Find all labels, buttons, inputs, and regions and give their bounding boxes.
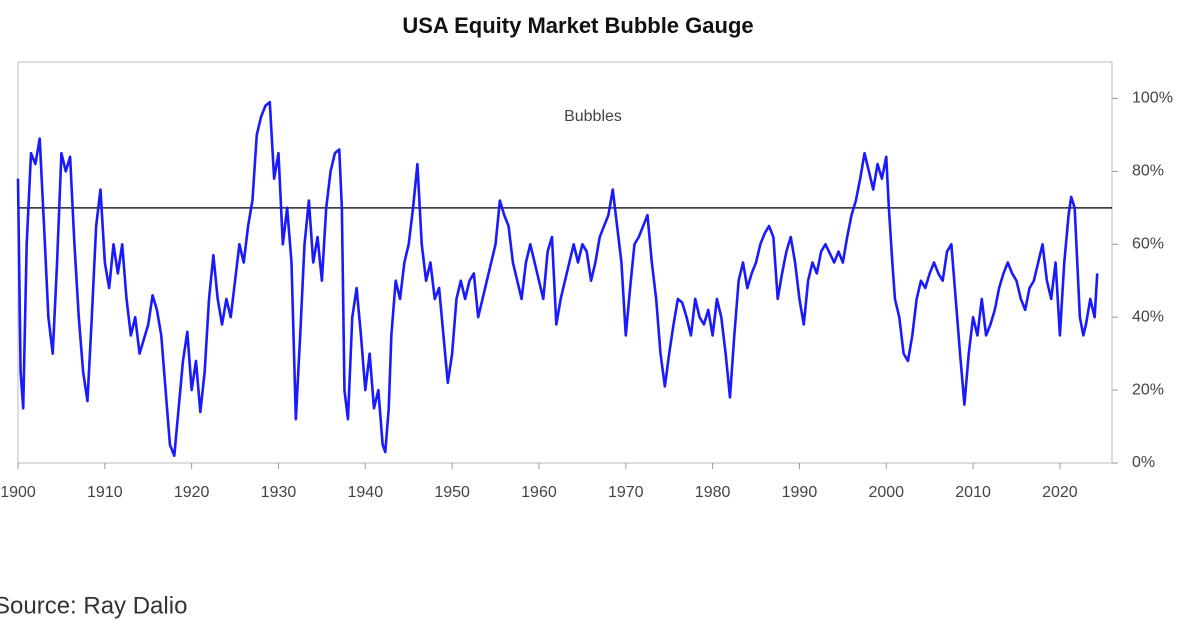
y-tick-label: 100% xyxy=(1132,90,1173,107)
x-tick-label: 1930 xyxy=(261,484,297,501)
x-tick-label: 1920 xyxy=(174,484,210,501)
x-tick-label: 2000 xyxy=(868,484,904,501)
x-tick-label: 1950 xyxy=(434,484,470,501)
annotation: Bubbles xyxy=(564,108,622,125)
x-tick-label: 1900 xyxy=(0,484,36,501)
y-tick-label: 80% xyxy=(1132,163,1164,180)
x-tick-label: 1910 xyxy=(87,484,123,501)
source: Source: Ray Dalio xyxy=(0,592,187,619)
x-tick-label: 1990 xyxy=(782,484,818,501)
x-tick-label: 2010 xyxy=(955,484,991,501)
series-line xyxy=(16,100,1099,458)
y-tick-label: 60% xyxy=(1132,235,1164,252)
x-tick-label: 2020 xyxy=(1042,484,1078,501)
y-tick-label: 0% xyxy=(1132,454,1155,471)
y-tick-label: 40% xyxy=(1132,308,1164,325)
x-tick-label: 1970 xyxy=(608,484,644,501)
y-tick-label: 20% xyxy=(1132,381,1164,398)
x-tick-label: 1940 xyxy=(348,484,384,501)
chart-title: USA Equity Market Bubble Gauge xyxy=(402,13,753,38)
x-tick-label: 1980 xyxy=(695,484,731,501)
x-tick-label: 1960 xyxy=(521,484,557,501)
